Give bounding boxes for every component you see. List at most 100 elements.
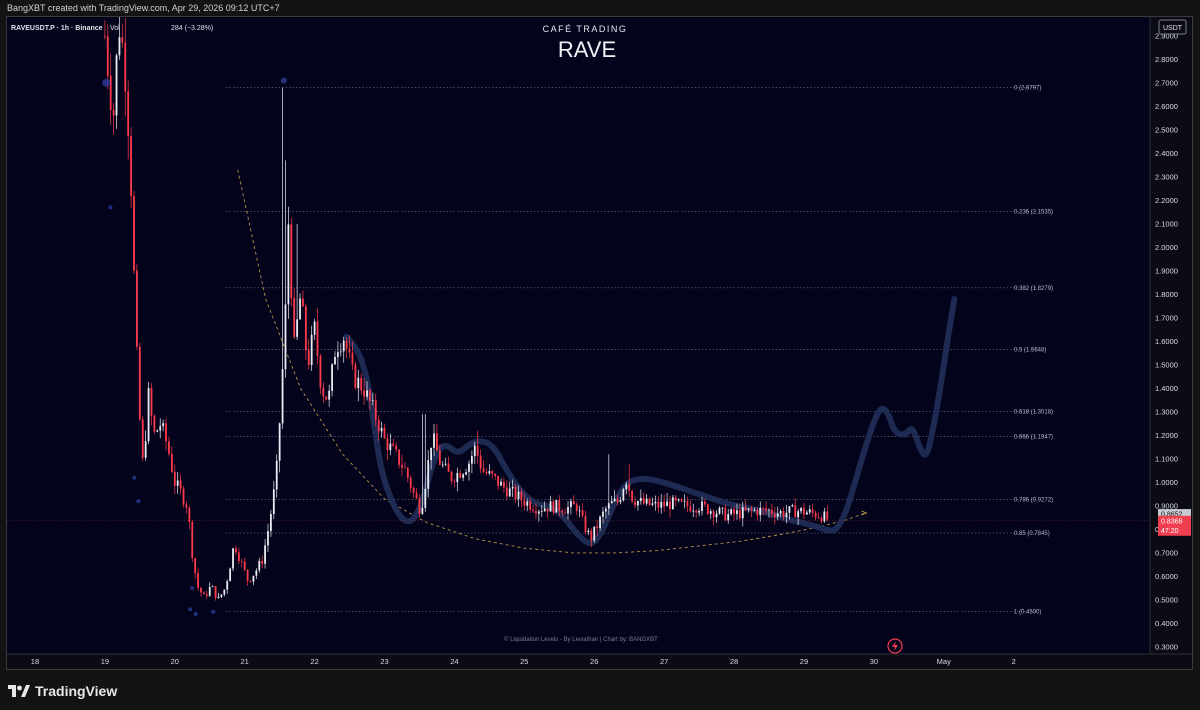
candle-body bbox=[520, 491, 523, 501]
candle-body bbox=[607, 503, 610, 509]
candle-body bbox=[465, 472, 467, 475]
candle-body bbox=[604, 508, 607, 512]
candle-body bbox=[106, 36, 109, 76]
candle-body bbox=[409, 477, 412, 489]
candle-body bbox=[459, 472, 462, 478]
candle-body bbox=[450, 471, 453, 482]
candle-body bbox=[369, 390, 371, 402]
candle-body bbox=[692, 510, 695, 512]
candle-body bbox=[555, 499, 558, 513]
candle-body bbox=[278, 423, 281, 461]
candle-body bbox=[243, 561, 246, 570]
candle-body bbox=[398, 449, 400, 465]
candle-body bbox=[386, 438, 389, 451]
price-axis-label: 1.3000 bbox=[1155, 407, 1178, 416]
candle-body bbox=[162, 423, 165, 427]
candle-body bbox=[205, 594, 208, 596]
candle-body bbox=[549, 501, 552, 512]
candle-body bbox=[290, 224, 293, 299]
time-axis-label: 30 bbox=[870, 657, 878, 666]
candle-body bbox=[791, 505, 794, 507]
candle-body bbox=[138, 346, 141, 420]
candle-body bbox=[147, 387, 150, 442]
fib-level-label: 0.236 (2.1535) bbox=[1014, 209, 1053, 215]
candle-body bbox=[304, 306, 307, 350]
candle-body bbox=[339, 351, 342, 353]
candle-body bbox=[570, 501, 572, 508]
candle-body bbox=[587, 530, 590, 533]
candle-body bbox=[596, 526, 599, 529]
candle-body bbox=[476, 445, 479, 456]
candle-body bbox=[436, 433, 438, 451]
candle-body bbox=[689, 506, 692, 512]
candle-body bbox=[738, 510, 741, 519]
chart-canvas[interactable]: 0 (2.6797) 0.236 (2.1535) 0.382 (1.8279) 0.… bbox=[6, 16, 1193, 670]
candle-body bbox=[505, 487, 508, 497]
candle-body bbox=[144, 441, 147, 458]
liquidation-marker bbox=[102, 78, 111, 87]
candle-body bbox=[357, 377, 360, 389]
time-axis-label: 19 bbox=[101, 657, 109, 666]
candle-body bbox=[261, 560, 264, 564]
candle-body bbox=[805, 512, 808, 515]
candle-body bbox=[674, 497, 677, 501]
price-axis-label: 0.6000 bbox=[1155, 572, 1178, 581]
candle-body bbox=[316, 321, 319, 357]
candle-body bbox=[389, 443, 392, 451]
candle-body bbox=[170, 453, 173, 472]
price-axis-label: 1.8000 bbox=[1155, 290, 1178, 299]
currency-button[interactable]: USDT bbox=[1158, 19, 1187, 35]
candle-body bbox=[663, 501, 666, 507]
tradingview-logo[interactable]: TradingView bbox=[8, 681, 117, 701]
liquidation-marker bbox=[132, 475, 137, 480]
candle-body bbox=[578, 510, 581, 512]
liquidation-marker bbox=[190, 586, 195, 591]
candle-body bbox=[782, 510, 785, 518]
fib-level-label: 0.382 (1.8279) bbox=[1014, 286, 1053, 292]
currency-button-label[interactable]: USDT bbox=[1163, 25, 1183, 32]
candle-body bbox=[118, 37, 121, 56]
candle-body bbox=[564, 512, 567, 514]
symbol-line[interactable]: RAVEUSDT.P · 1h · Binance bbox=[11, 25, 103, 32]
candle-body bbox=[779, 510, 782, 514]
candle-body bbox=[590, 530, 593, 541]
candle-body bbox=[427, 460, 430, 489]
price-axis-label: 1.7000 bbox=[1155, 313, 1178, 322]
candle-body bbox=[275, 460, 278, 490]
chart-caption: BangXBT created with TradingView.com, Ap… bbox=[7, 3, 280, 13]
candle-body bbox=[468, 463, 470, 473]
candle-body bbox=[634, 501, 636, 506]
candle-body bbox=[197, 573, 199, 588]
candle-body bbox=[768, 509, 770, 511]
candle-body bbox=[194, 558, 197, 574]
candle-body bbox=[438, 450, 441, 465]
candle-body bbox=[514, 486, 517, 500]
candle-body bbox=[537, 511, 540, 514]
alert-icon[interactable] bbox=[887, 638, 903, 654]
candle-body bbox=[820, 517, 823, 522]
candle-body bbox=[217, 596, 220, 598]
candle-body bbox=[124, 42, 127, 92]
alert-icon-ring[interactable] bbox=[887, 638, 903, 654]
candle-body bbox=[497, 475, 500, 486]
candle-body bbox=[724, 507, 727, 521]
liquidation-marker bbox=[188, 607, 193, 612]
fib-level-label: 0.618 (1.3018) bbox=[1014, 409, 1053, 415]
candle-body bbox=[645, 498, 648, 504]
candle-body bbox=[150, 387, 153, 416]
candle-body bbox=[121, 37, 124, 43]
candle-body bbox=[599, 516, 601, 529]
candle-body bbox=[741, 507, 744, 519]
time-axis-label: 20 bbox=[171, 657, 179, 666]
candle-body bbox=[415, 492, 418, 499]
fib-level-label: 0.85 (0.7845) bbox=[1014, 531, 1050, 537]
candle-body bbox=[503, 481, 505, 488]
candle-body bbox=[136, 270, 138, 347]
candle-body bbox=[811, 509, 814, 513]
candle-body bbox=[418, 498, 421, 514]
currency-button-box[interactable] bbox=[1158, 19, 1187, 35]
candle-body bbox=[677, 499, 680, 501]
candle-body bbox=[567, 507, 569, 514]
candle-body bbox=[529, 501, 532, 510]
lightning-icon[interactable] bbox=[892, 641, 898, 651]
